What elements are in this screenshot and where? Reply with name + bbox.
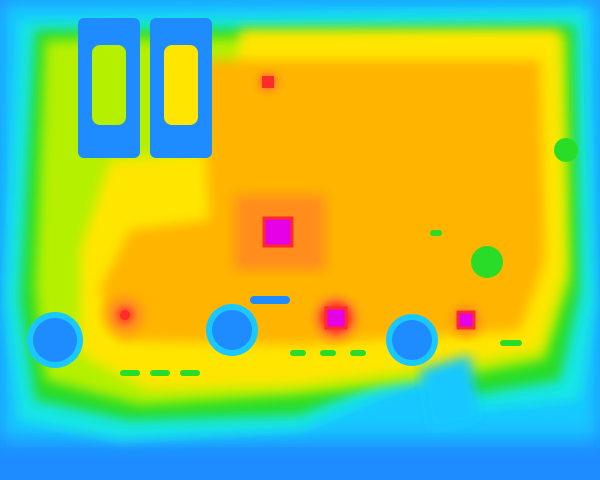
hotspot-left [120, 310, 130, 320]
cold-notch [420, 355, 480, 430]
green-component [471, 246, 503, 278]
mounting-hole-right-inner [392, 320, 432, 360]
hotspot-top [262, 76, 274, 88]
hotspot-main-chip [262, 216, 294, 248]
mounting-hole-left-inner [33, 318, 77, 362]
corner-component [554, 138, 578, 162]
connector-right-inner [164, 45, 198, 125]
hotspot-right [456, 310, 476, 330]
connector-left-inner [92, 45, 126, 125]
hotspot-center [324, 306, 348, 330]
component-traces [120, 230, 522, 376]
mounting-hole-center-inner [212, 310, 252, 350]
